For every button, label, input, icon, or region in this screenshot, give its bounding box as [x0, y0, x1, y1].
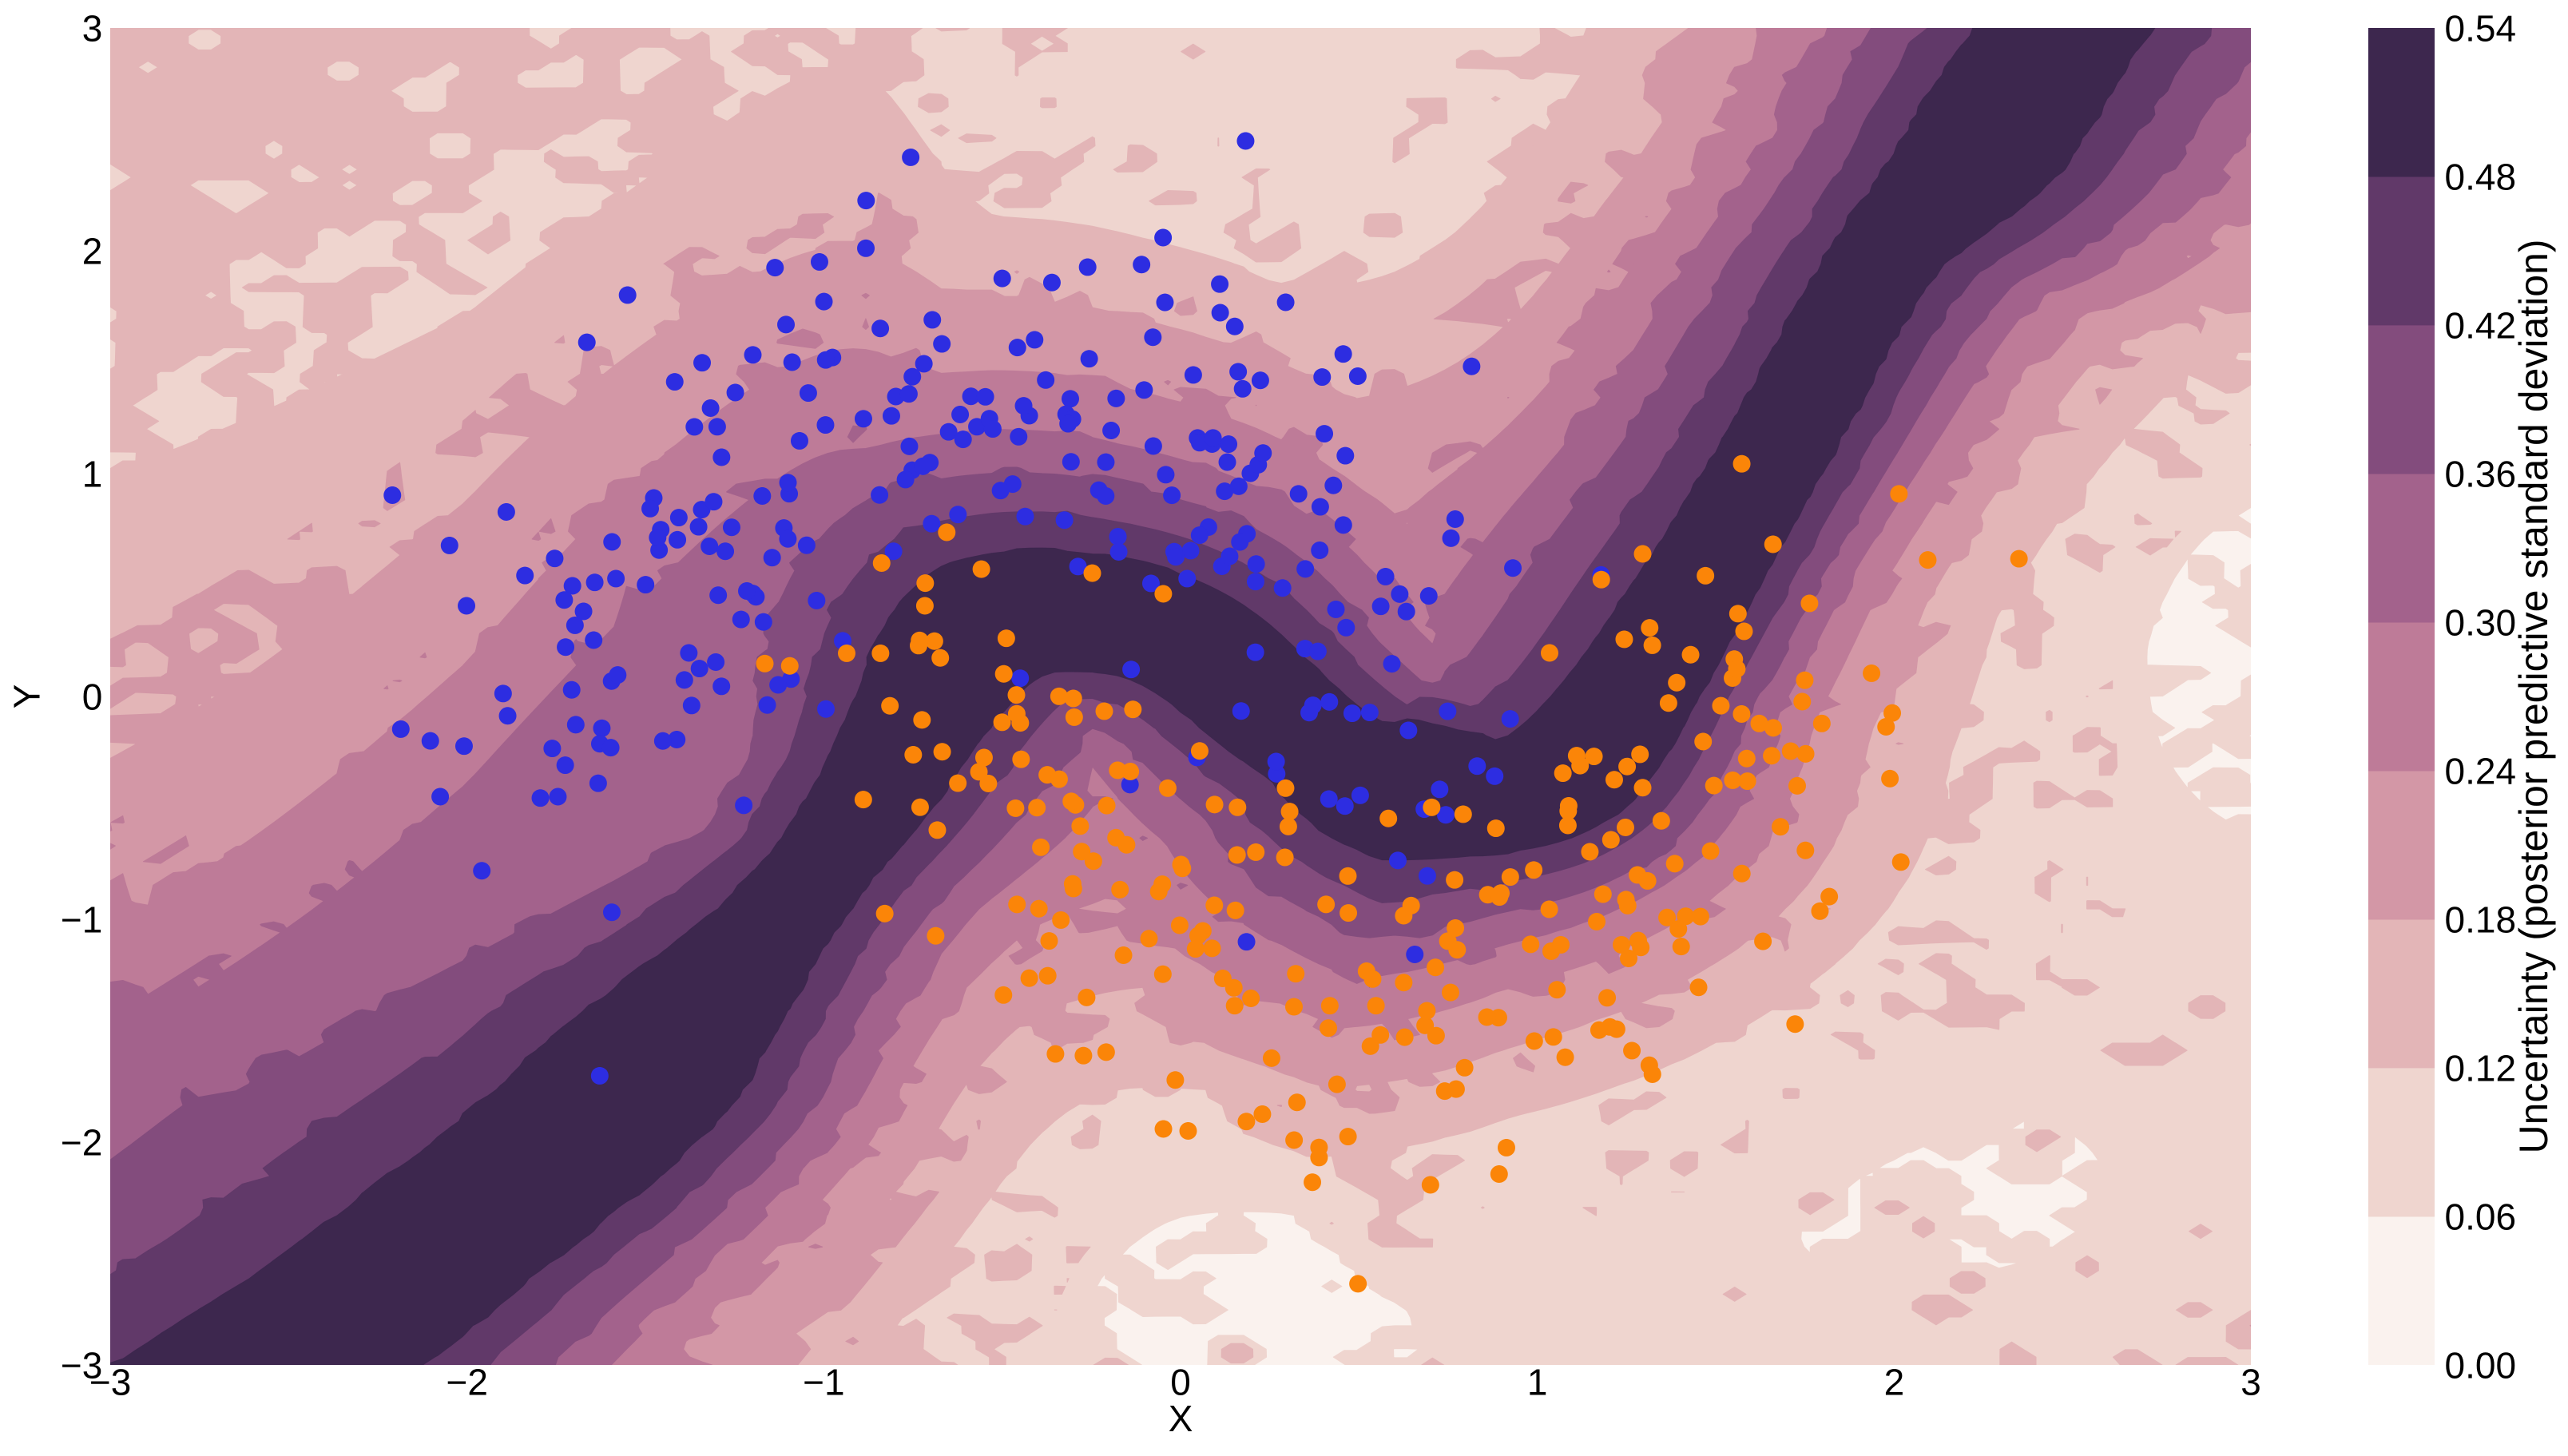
svg-text:0.54: 0.54 — [2445, 8, 2516, 50]
svg-text:0.36: 0.36 — [2445, 454, 2516, 495]
svg-text:0: 0 — [1170, 1362, 1191, 1403]
svg-text:−1: −1 — [61, 899, 102, 941]
svg-text:0.00: 0.00 — [2445, 1345, 2516, 1387]
svg-text:0.06: 0.06 — [2445, 1196, 2516, 1238]
svg-text:2: 2 — [82, 231, 103, 272]
svg-text:−2: −2 — [447, 1362, 488, 1403]
svg-text:1: 1 — [82, 454, 103, 495]
svg-text:0.42: 0.42 — [2445, 305, 2516, 347]
svg-text:3: 3 — [82, 8, 103, 50]
svg-text:0.18: 0.18 — [2445, 899, 2516, 941]
svg-text:Y: Y — [6, 684, 48, 709]
svg-text:0.24: 0.24 — [2445, 751, 2516, 792]
svg-text:−2: −2 — [61, 1122, 102, 1164]
svg-text:0.12: 0.12 — [2445, 1048, 2516, 1089]
svg-text:0: 0 — [82, 676, 103, 718]
svg-text:Uncertainty (posterior predict: Uncertainty (posterior predictive standa… — [2511, 239, 2556, 1153]
svg-text:0.48: 0.48 — [2445, 157, 2516, 198]
svg-text:2: 2 — [1884, 1362, 1905, 1403]
svg-text:3: 3 — [2241, 1362, 2261, 1403]
svg-text:0.30: 0.30 — [2445, 602, 2516, 644]
svg-text:−1: −1 — [803, 1362, 844, 1403]
svg-text:1: 1 — [1527, 1362, 1548, 1403]
svg-text:−3: −3 — [89, 1362, 131, 1403]
svg-text:−3: −3 — [61, 1345, 102, 1387]
svg-text:X: X — [1169, 1398, 1193, 1439]
